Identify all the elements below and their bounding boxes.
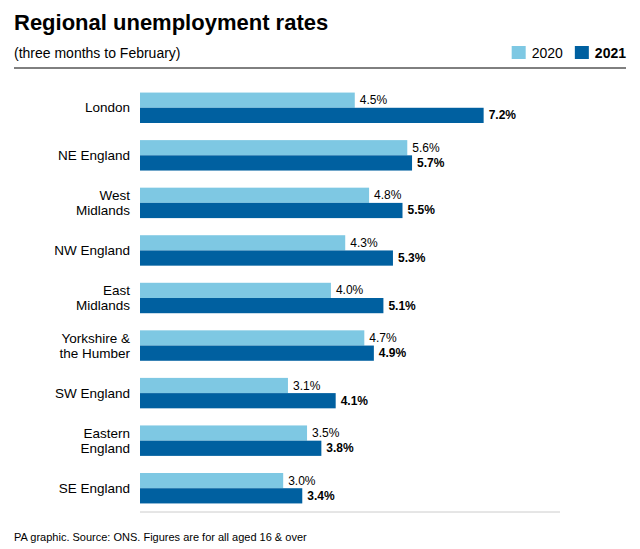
- data-label: 4.0%: [336, 283, 364, 297]
- y-tick-label: EasternEngland: [80, 426, 130, 456]
- title: Regional unemployment rates: [14, 10, 328, 35]
- bar: [140, 473, 283, 488]
- data-label: 4.3%: [350, 236, 378, 250]
- page: {"chart_data": { "type": "bar", "orienta…: [0, 0, 640, 549]
- bar: [140, 203, 403, 218]
- y-tick-label-line: Midlands: [76, 203, 130, 218]
- subtitle: (three months to February): [14, 45, 181, 61]
- y-tick-label-line: the Humber: [59, 346, 130, 361]
- y-tick-label: SE England: [59, 481, 130, 496]
- bar: [140, 108, 484, 123]
- data-label: 5.5%: [408, 203, 436, 217]
- bar: [140, 488, 302, 503]
- bar: [140, 298, 383, 313]
- data-label: 7.2%: [489, 108, 517, 122]
- bar: [140, 140, 407, 155]
- bar: [140, 330, 364, 345]
- y-tick-label: Yorkshire &the Humber: [59, 331, 130, 361]
- y-tick-label-line: NE England: [58, 148, 130, 163]
- data-label: 4.5%: [360, 93, 388, 107]
- data-label: 3.5%: [312, 426, 340, 440]
- y-tick-label: NE England: [58, 148, 130, 163]
- data-label: 3.8%: [326, 441, 354, 455]
- bar: [140, 250, 393, 265]
- bar: [140, 155, 412, 170]
- x-axis-line: [140, 512, 560, 513]
- legend: 2021 2020: [512, 45, 627, 61]
- bar: [140, 441, 321, 456]
- data-label: 3.1%: [293, 379, 321, 393]
- y-tick-label-line: West: [99, 188, 130, 203]
- bar: [140, 93, 355, 108]
- data-label: 4.7%: [369, 331, 397, 345]
- bar: [140, 188, 369, 203]
- footer: PA graphic. Source: ONS. Figures are for…: [14, 531, 307, 543]
- bar: [140, 346, 374, 361]
- data-label: 3.4%: [307, 489, 335, 503]
- y-axis: LondonNE EnglandWestMidlandsNW EnglandEa…: [54, 100, 130, 495]
- legend-label: 2020: [532, 45, 563, 61]
- y-tick-label: WestMidlands: [76, 188, 130, 218]
- y-tick-label: NW England: [54, 243, 130, 258]
- y-tick-label: SW England: [55, 386, 130, 401]
- y-tick-label-line: East: [103, 283, 130, 298]
- data-label: 4.8%: [374, 188, 402, 202]
- y-tick-label-line: England: [80, 441, 130, 456]
- y-tick-label: EastMidlands: [76, 283, 130, 313]
- bars: [140, 93, 484, 504]
- bar: [140, 378, 288, 393]
- chart: Regional unemployment rates (three months…: [0, 0, 640, 549]
- data-label: 4.1%: [341, 394, 369, 408]
- legend-swatch: [575, 46, 589, 59]
- y-tick-label-line: SW England: [55, 386, 130, 401]
- bar: [140, 425, 307, 440]
- data-label: 5.6%: [412, 141, 440, 155]
- bar: [140, 393, 336, 408]
- legend-label: 2021: [595, 45, 626, 61]
- y-tick-label-line: SE England: [59, 481, 130, 496]
- y-tick-label-line: Midlands: [76, 298, 130, 313]
- legend-swatch: [512, 46, 526, 59]
- bar: [140, 235, 345, 250]
- data-label: 5.3%: [398, 251, 426, 265]
- divider: [14, 68, 626, 69]
- y-tick-label-line: London: [85, 100, 130, 115]
- data-labels: 4.5% 7.2% 5.6%5.7% 4.8% 5.5% 4.3% 5.3% 4.0% 5.1%…: [288, 93, 516, 503]
- bar: [140, 283, 331, 298]
- y-tick-label-line: NW England: [54, 243, 130, 258]
- data-label: 5.1%: [388, 299, 416, 313]
- y-tick-label-line: Eastern: [83, 426, 130, 441]
- y-tick-label-line: Yorkshire &: [61, 331, 130, 346]
- data-label: 4.9%: [379, 346, 407, 360]
- data-label: 3.0%: [288, 474, 316, 488]
- y-tick-label: London: [85, 100, 130, 115]
- data-label: 5.7%: [417, 156, 445, 170]
